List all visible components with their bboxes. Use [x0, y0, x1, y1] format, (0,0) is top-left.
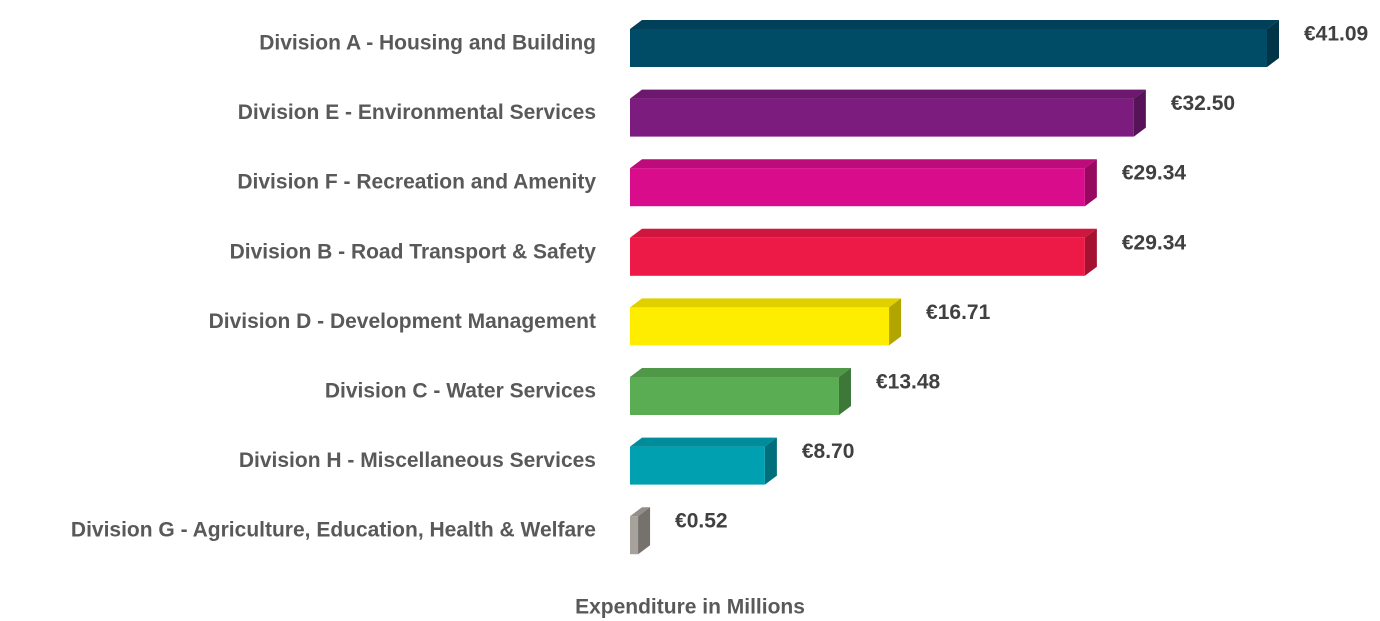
value-label: €29.34 — [1122, 231, 1187, 254]
bar-side — [1133, 89, 1146, 137]
y-tick-label: Division H - Miscellaneous Services — [239, 449, 596, 472]
bar-top-shade — [630, 368, 851, 377]
bar-side — [1084, 228, 1097, 276]
bar-top-shade — [630, 507, 651, 517]
bar — [630, 237, 1085, 276]
value-label: €32.50 — [1171, 92, 1235, 115]
bar-side-shade — [764, 437, 777, 485]
bar-top — [630, 20, 1279, 29]
bar-side-shade — [1133, 89, 1146, 137]
bar-top-shade — [630, 228, 1097, 238]
bar-top-shade — [630, 298, 902, 308]
bar-side-shade — [1267, 20, 1279, 67]
bar-side — [838, 368, 851, 415]
bar — [630, 377, 839, 415]
y-tick-label: Division G - Agriculture, Education, Hea… — [71, 519, 596, 542]
y-tick-label: Division C - Water Services — [325, 380, 596, 403]
y-tick-label: Division F - Recreation and Amenity — [237, 171, 596, 194]
bar-top-shade — [630, 437, 777, 447]
bar-top-shade — [630, 20, 1279, 29]
bar — [630, 29, 1267, 67]
bar-top — [630, 368, 851, 377]
bar-top — [630, 159, 1097, 169]
bar — [630, 98, 1134, 137]
bar-top-shade — [630, 89, 1146, 99]
bar-side-shade — [838, 368, 851, 415]
y-tick-label: Division E - Environmental Services — [238, 101, 596, 124]
bar-top — [630, 437, 777, 447]
bar — [630, 446, 765, 485]
bar-side — [1267, 20, 1279, 67]
value-label: €16.71 — [926, 301, 991, 324]
value-label: €8.70 — [802, 440, 855, 463]
y-tick-label: Division B - Road Transport & Safety — [230, 240, 597, 263]
bar-side — [638, 507, 651, 555]
bar-side-shade — [1084, 159, 1097, 207]
bar — [630, 307, 890, 346]
bar-top — [630, 228, 1097, 238]
x-axis-title: Expenditure in Millions — [575, 596, 805, 619]
bar-side — [889, 298, 902, 346]
y-tick-label: Division D - Development Management — [209, 310, 596, 333]
bar-side-shade — [1084, 228, 1097, 276]
bar-side-shade — [889, 298, 902, 346]
bar — [630, 168, 1085, 207]
bar-side — [764, 437, 777, 485]
value-label: €29.34 — [1122, 162, 1187, 185]
bar — [630, 516, 639, 555]
bar-top — [630, 89, 1146, 99]
value-label: €13.48 — [876, 371, 941, 394]
bar-top — [630, 298, 902, 308]
bar-top — [630, 507, 651, 517]
value-label: €41.09 — [1304, 23, 1368, 46]
bar-side-shade — [638, 507, 651, 555]
bar-top-shade — [630, 159, 1097, 169]
y-tick-label: Division A - Housing and Building — [259, 32, 596, 55]
value-label: €0.52 — [675, 510, 728, 533]
bar-side — [1084, 159, 1097, 207]
